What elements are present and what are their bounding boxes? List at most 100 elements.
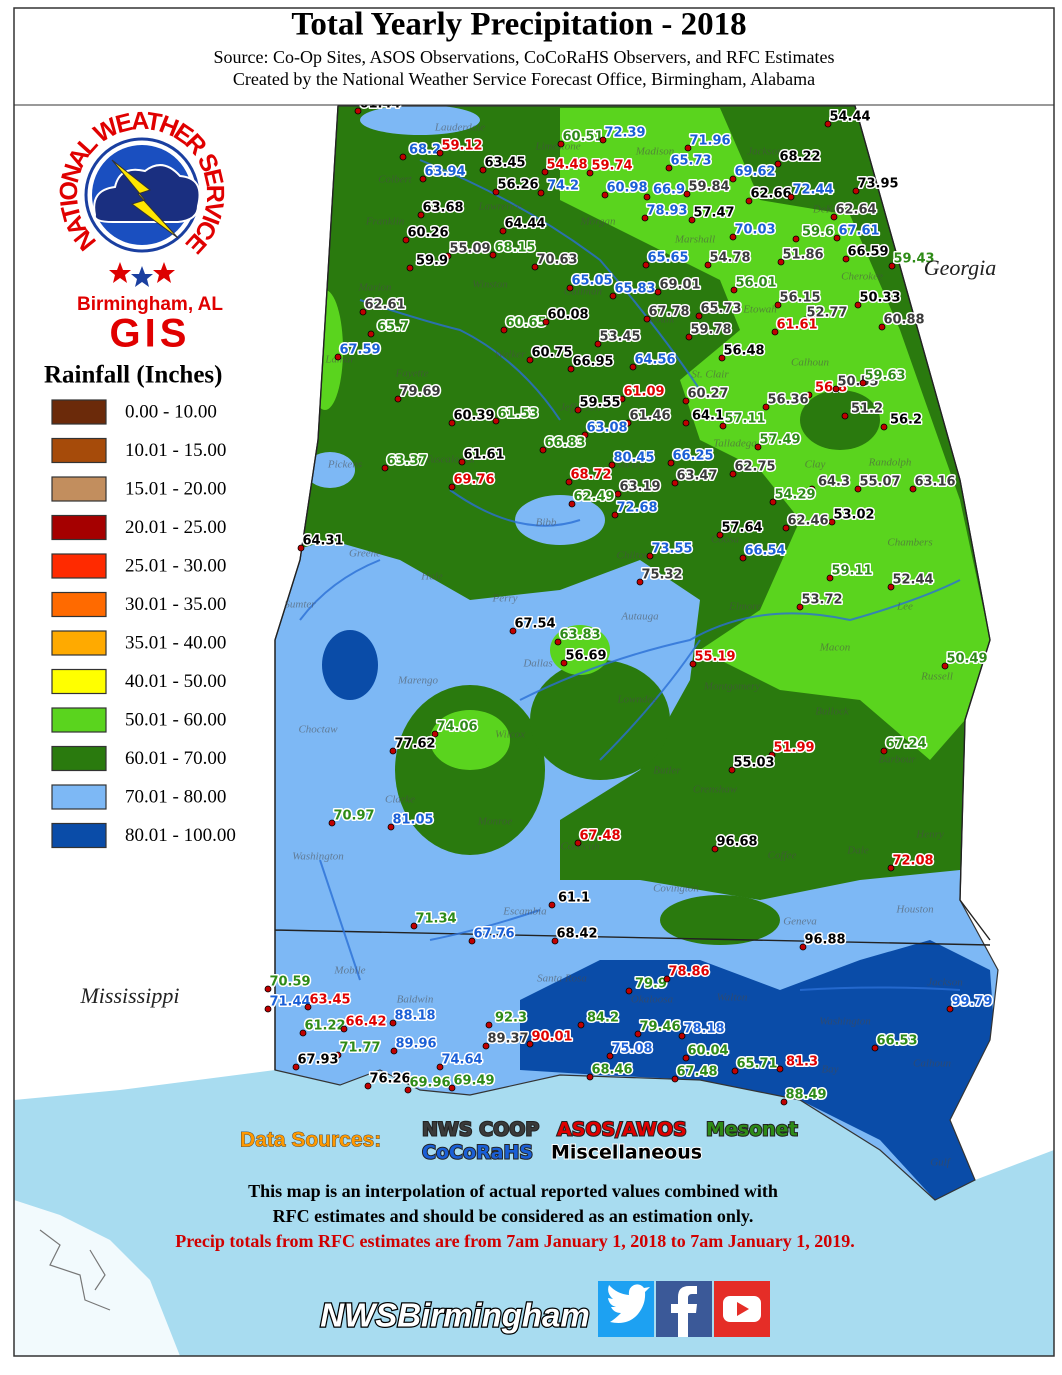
station-dot — [695, 312, 703, 320]
station-dot — [774, 160, 782, 168]
county-label: Chambers — [887, 537, 932, 549]
station-dot — [643, 193, 651, 201]
station-value: 60.26 — [407, 226, 448, 241]
station-value: 60.39 — [453, 409, 494, 424]
precip-70-80 — [360, 106, 480, 135]
station-value: 56.26 — [497, 178, 538, 193]
county-label: Wilcox — [495, 729, 525, 741]
station-dot — [574, 839, 582, 847]
station-dot — [841, 412, 849, 420]
county-label: Covington — [653, 883, 699, 895]
title: Total Yearly Precipitation - 2018 — [291, 7, 746, 43]
frame — [13, 7, 1055, 1357]
logo-star — [109, 262, 131, 283]
county-label: Sumter — [284, 599, 316, 611]
station-dot — [537, 189, 545, 197]
legend-label: 70.01 - 80.00 — [125, 786, 226, 807]
station-dot — [509, 627, 517, 635]
station-value: 59.74 — [591, 159, 632, 174]
station-value: 84.2 — [587, 1011, 619, 1026]
twitter-icon[interactable] — [598, 1281, 654, 1337]
station-dot — [729, 470, 737, 478]
station-value: 79.46 — [639, 1020, 680, 1035]
station-dot — [419, 175, 427, 183]
station-value: 67.61 — [838, 224, 879, 239]
precip-60-70 — [800, 390, 880, 450]
station-value: 88.18 — [394, 1009, 435, 1024]
legend-label: 50.01 - 60.00 — [125, 709, 226, 730]
station-value: 67.48 — [579, 829, 620, 844]
station-dot — [678, 1032, 686, 1040]
station-dot — [941, 662, 949, 670]
county-label: Montgomery — [703, 681, 760, 693]
station-dot — [805, 391, 813, 399]
legend-swatch — [51, 707, 107, 733]
county-label: Chilton — [616, 550, 650, 562]
data-source-label: ASOS/AWOS — [557, 1119, 687, 1141]
station-value: 61.61 — [463, 448, 504, 463]
county-label: St. Clair — [691, 369, 729, 381]
station-dot — [601, 191, 609, 199]
station-value: 50.55 — [837, 375, 878, 390]
county-label: Crenshaw — [693, 784, 738, 796]
station-dot — [531, 263, 539, 271]
station-value: 62.49 — [573, 490, 614, 505]
station-dot — [682, 1054, 690, 1062]
station-value: 59.78 — [690, 323, 731, 338]
station-dot — [704, 261, 712, 269]
station-value: 50.49 — [946, 652, 987, 667]
stations: 61.4454.4460.5172.3971.9668.259.1263.455… — [264, 95, 994, 1106]
station-value: 78.86 — [668, 965, 709, 980]
data-source-label: Mesonet — [706, 1119, 798, 1141]
station-dot — [832, 385, 840, 393]
station-dot — [500, 326, 508, 334]
station-value: 66.83 — [544, 436, 585, 451]
station-dot — [599, 136, 607, 144]
youtube-icon[interactable] — [714, 1281, 770, 1337]
legend-swatch — [51, 553, 107, 579]
station-value: 89.37 — [487, 1032, 528, 1047]
station-dot — [542, 318, 550, 326]
station-value: 66.95 — [572, 355, 613, 370]
station-value: 67.54 — [514, 617, 555, 632]
station-dot — [859, 379, 867, 387]
station-value: 60.65 — [505, 316, 546, 331]
station-dot — [801, 316, 809, 324]
legend-label: 40.01 - 50.00 — [125, 671, 226, 692]
station-dot — [729, 175, 737, 183]
station-dot — [444, 252, 452, 260]
header-panel — [14, 8, 1054, 105]
station-value: 63.47 — [676, 469, 717, 484]
station-value: 78.18 — [683, 1022, 724, 1037]
station-dot — [594, 340, 602, 348]
station-value: 54.48 — [546, 158, 587, 173]
county-labels: Lauderdale Colbert Franklin Lawrence Limesto… — [284, 122, 963, 1169]
station-value: 60.27 — [687, 387, 728, 402]
legend-swatch — [51, 745, 107, 772]
station-value: 57.49 — [759, 433, 800, 448]
county-label: Shelby — [615, 459, 644, 471]
station-dot — [340, 1025, 348, 1033]
facebook-icon[interactable] — [656, 1281, 712, 1337]
precip-50-60 — [430, 710, 510, 770]
station-value: 62.66 — [750, 187, 791, 202]
coastline — [39, 1229, 111, 1311]
station-dot — [842, 255, 850, 263]
station-value: 68.22 — [779, 150, 820, 165]
station-value: 51.99 — [773, 741, 814, 756]
station-value: 64.56 — [634, 353, 675, 368]
station-dot — [499, 227, 507, 235]
station-value: 55.19 — [694, 650, 735, 665]
station-value: 74.2 — [547, 179, 579, 194]
station-value: 65.71 — [736, 1057, 777, 1072]
station-dot — [399, 153, 407, 161]
station-value: 77.62 — [394, 737, 435, 752]
station-dot — [667, 459, 675, 467]
station-value: 76.26 — [369, 1072, 410, 1087]
station-dot — [394, 395, 402, 403]
county-label: Houston — [895, 904, 934, 916]
station-dot — [539, 446, 547, 454]
county-label: Mobile — [333, 965, 365, 977]
station-dot — [389, 747, 397, 755]
